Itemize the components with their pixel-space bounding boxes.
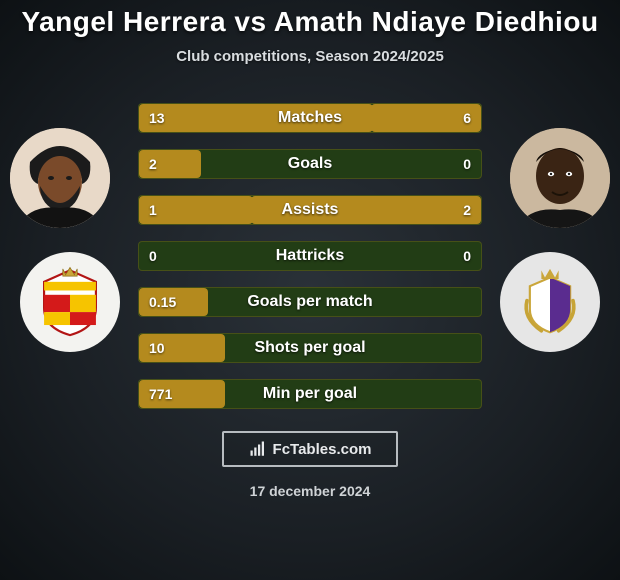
- stat-value-p2: 2: [463, 202, 471, 218]
- stat-row: 10 Shots per goal: [138, 333, 482, 363]
- brand-chart-icon: [249, 440, 267, 458]
- stat-track: 771 Min per goal: [138, 379, 482, 409]
- stat-row: 1 2 Assists: [138, 195, 482, 225]
- stat-label: Hattricks: [276, 247, 344, 265]
- stat-value-p2: 6: [463, 110, 471, 126]
- stat-value-p2: 0: [463, 156, 471, 172]
- brand-box: FcTables.com: [222, 431, 398, 467]
- subtitle: Club competitions, Season 2024/2025: [176, 48, 444, 65]
- brand-text: FcTables.com: [273, 441, 372, 458]
- stat-label: Goals: [288, 155, 332, 173]
- stat-row: 0.15 Goals per match: [138, 287, 482, 317]
- player2-avatar: [510, 128, 610, 228]
- stat-row: 0 0 Hattricks: [138, 241, 482, 271]
- stat-row: 2 0 Goals: [138, 149, 482, 179]
- stat-label: Assists: [282, 201, 339, 219]
- stats-container: 13 6 Matches 2 0 Goals 1 2 Assists 0 0 Hattricks 0.1…: [138, 103, 482, 409]
- stat-track: 1 2 Assists: [138, 195, 482, 225]
- page-title: Yangel Herrera vs Amath Ndiaye Diedhiou: [21, 6, 598, 38]
- stat-row: 13 6 Matches: [138, 103, 482, 133]
- stat-value-p1: 13: [149, 110, 165, 126]
- stat-track: 10 Shots per goal: [138, 333, 482, 363]
- stat-track: 13 6 Matches: [138, 103, 482, 133]
- stat-label: Goals per match: [247, 293, 372, 311]
- stat-value-p2: 0: [463, 248, 471, 264]
- stat-track: 0 0 Hattricks: [138, 241, 482, 271]
- stat-label: Matches: [278, 109, 342, 127]
- stat-track: 2 0 Goals: [138, 149, 482, 179]
- stat-value-p1: 2: [149, 156, 157, 172]
- stat-value-p1: 1: [149, 202, 157, 218]
- stat-label: Min per goal: [263, 385, 357, 403]
- stat-row: 771 Min per goal: [138, 379, 482, 409]
- player1-avatar: [10, 128, 110, 228]
- date-text: 17 december 2024: [250, 483, 371, 499]
- player2-club-crest: [500, 252, 600, 352]
- stat-value-p1: 0.15: [149, 294, 176, 310]
- player1-club-crest: [20, 252, 120, 352]
- stat-value-p1: 771: [149, 386, 172, 402]
- stat-value-p1: 10: [149, 340, 165, 356]
- stat-value-p1: 0: [149, 248, 157, 264]
- stat-label: Shots per goal: [254, 339, 365, 357]
- stat-track: 0.15 Goals per match: [138, 287, 482, 317]
